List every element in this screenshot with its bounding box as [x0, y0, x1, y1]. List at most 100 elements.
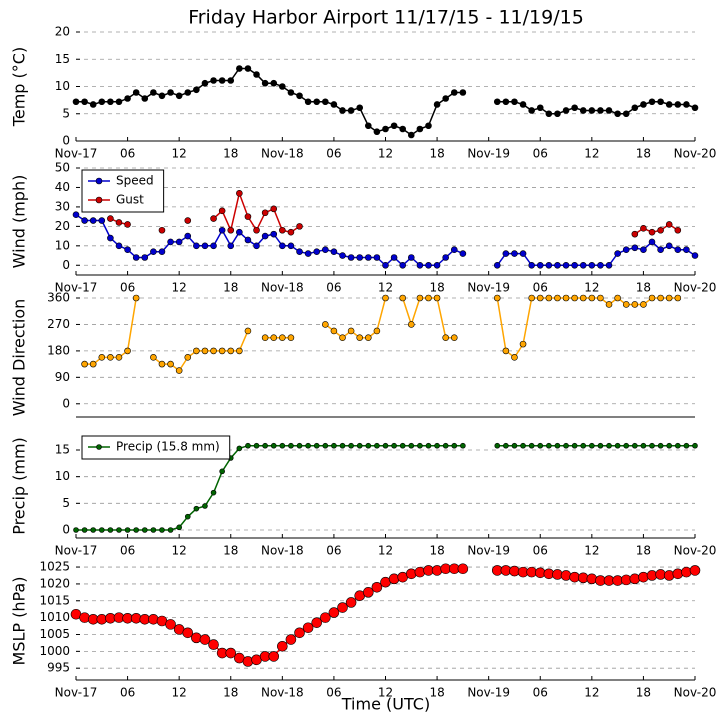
- data-point: [253, 442, 260, 449]
- data-point: [691, 104, 699, 112]
- data-point: [681, 566, 692, 578]
- data-point: [201, 347, 209, 355]
- legend-box: [81, 435, 231, 460]
- x-tick-label: 12: [172, 281, 187, 295]
- data-point: [296, 248, 303, 255]
- legend-label: Speed: [116, 174, 154, 188]
- data-point: [511, 98, 518, 106]
- data-point: [503, 442, 509, 449]
- data-point: [675, 442, 681, 449]
- x-tick-label: Nov-18: [261, 544, 304, 558]
- data-point: [107, 234, 114, 242]
- data-point: [648, 294, 656, 302]
- x-tick-label: 06: [120, 147, 135, 161]
- data-point: [330, 248, 338, 255]
- legend-marker: [96, 444, 102, 450]
- data-point: [322, 442, 329, 449]
- data-point: [614, 294, 621, 302]
- x-tick-label: Nov-19: [467, 147, 510, 161]
- data-point: [244, 213, 252, 220]
- x-tick-label: 18: [636, 147, 651, 161]
- data-point: [433, 294, 441, 302]
- data-point: [365, 254, 372, 261]
- x-tick-label: 12: [584, 686, 599, 700]
- data-point: [236, 189, 243, 197]
- y-tick-label: 30: [55, 199, 70, 213]
- data-point: [261, 79, 269, 87]
- data-point: [184, 232, 192, 240]
- data-point: [433, 101, 441, 108]
- data-point: [528, 107, 535, 114]
- data-point: [391, 442, 397, 449]
- data-point: [244, 65, 252, 72]
- data-point: [554, 442, 561, 449]
- data-point: [683, 246, 690, 254]
- data-point: [253, 242, 260, 250]
- x-tick-label: 18: [429, 147, 444, 161]
- data-point: [218, 207, 226, 215]
- data-point: [511, 354, 518, 361]
- data-point: [494, 442, 501, 449]
- data-point: [302, 622, 314, 634]
- data-point: [580, 442, 587, 449]
- data-point: [279, 334, 286, 341]
- data-point: [665, 294, 673, 302]
- y-axis-label: Wind Direction: [10, 299, 29, 417]
- data-point: [399, 261, 406, 269]
- data-point: [328, 607, 340, 618]
- x-tick-label: 18: [636, 281, 651, 295]
- data-point: [193, 347, 200, 355]
- x-tick-label: 12: [378, 281, 393, 295]
- data-point: [107, 354, 114, 361]
- data-point: [407, 131, 415, 139]
- data-point: [502, 98, 510, 106]
- data-point: [648, 228, 656, 236]
- data-point: [148, 614, 159, 625]
- data-point: [588, 261, 596, 269]
- x-tick-label: 06: [326, 147, 341, 161]
- y-tick-label: 90: [55, 370, 70, 384]
- data-point: [528, 261, 535, 269]
- data-point: [623, 442, 630, 449]
- data-point: [175, 367, 183, 374]
- data-point: [261, 209, 269, 217]
- chart-title: Friday Harbor Airport 11/17/15 - 11/19/1…: [188, 7, 584, 29]
- y-axis-label: Temp (°C): [10, 47, 29, 127]
- x-tick-label: 12: [378, 686, 393, 700]
- data-point: [218, 77, 226, 84]
- data-point: [605, 261, 613, 269]
- data-point: [176, 524, 182, 531]
- data-point: [640, 225, 647, 232]
- data-point: [208, 639, 219, 650]
- data-point: [545, 294, 553, 302]
- data-point: [345, 597, 357, 608]
- data-point: [98, 217, 106, 224]
- x-tick-label: 12: [172, 147, 187, 161]
- data-point: [640, 246, 647, 254]
- data-point: [124, 95, 131, 102]
- data-point: [657, 294, 664, 302]
- data-point: [98, 98, 106, 106]
- data-point: [416, 261, 424, 269]
- data-point: [545, 261, 553, 269]
- data-point: [304, 98, 312, 106]
- data-point: [244, 236, 252, 244]
- x-tick-label: 12: [172, 544, 187, 558]
- data-point: [571, 294, 578, 302]
- data-point: [657, 246, 664, 254]
- data-point: [528, 294, 535, 302]
- data-point: [167, 89, 174, 96]
- legend: Precip (15.8 mm): [81, 435, 231, 460]
- data-point: [373, 254, 381, 261]
- data-point: [81, 527, 88, 533]
- data-point: [201, 242, 209, 250]
- y-tick-label: 10: [55, 469, 70, 483]
- data-point: [296, 223, 303, 230]
- y-tick-label: 270: [47, 317, 70, 331]
- data-point: [81, 217, 88, 224]
- data-point: [89, 217, 97, 224]
- data-point: [193, 86, 200, 94]
- y-axis-label: MSLP (hPa): [10, 577, 29, 666]
- legend-marker: [95, 196, 103, 204]
- data-point: [365, 334, 372, 341]
